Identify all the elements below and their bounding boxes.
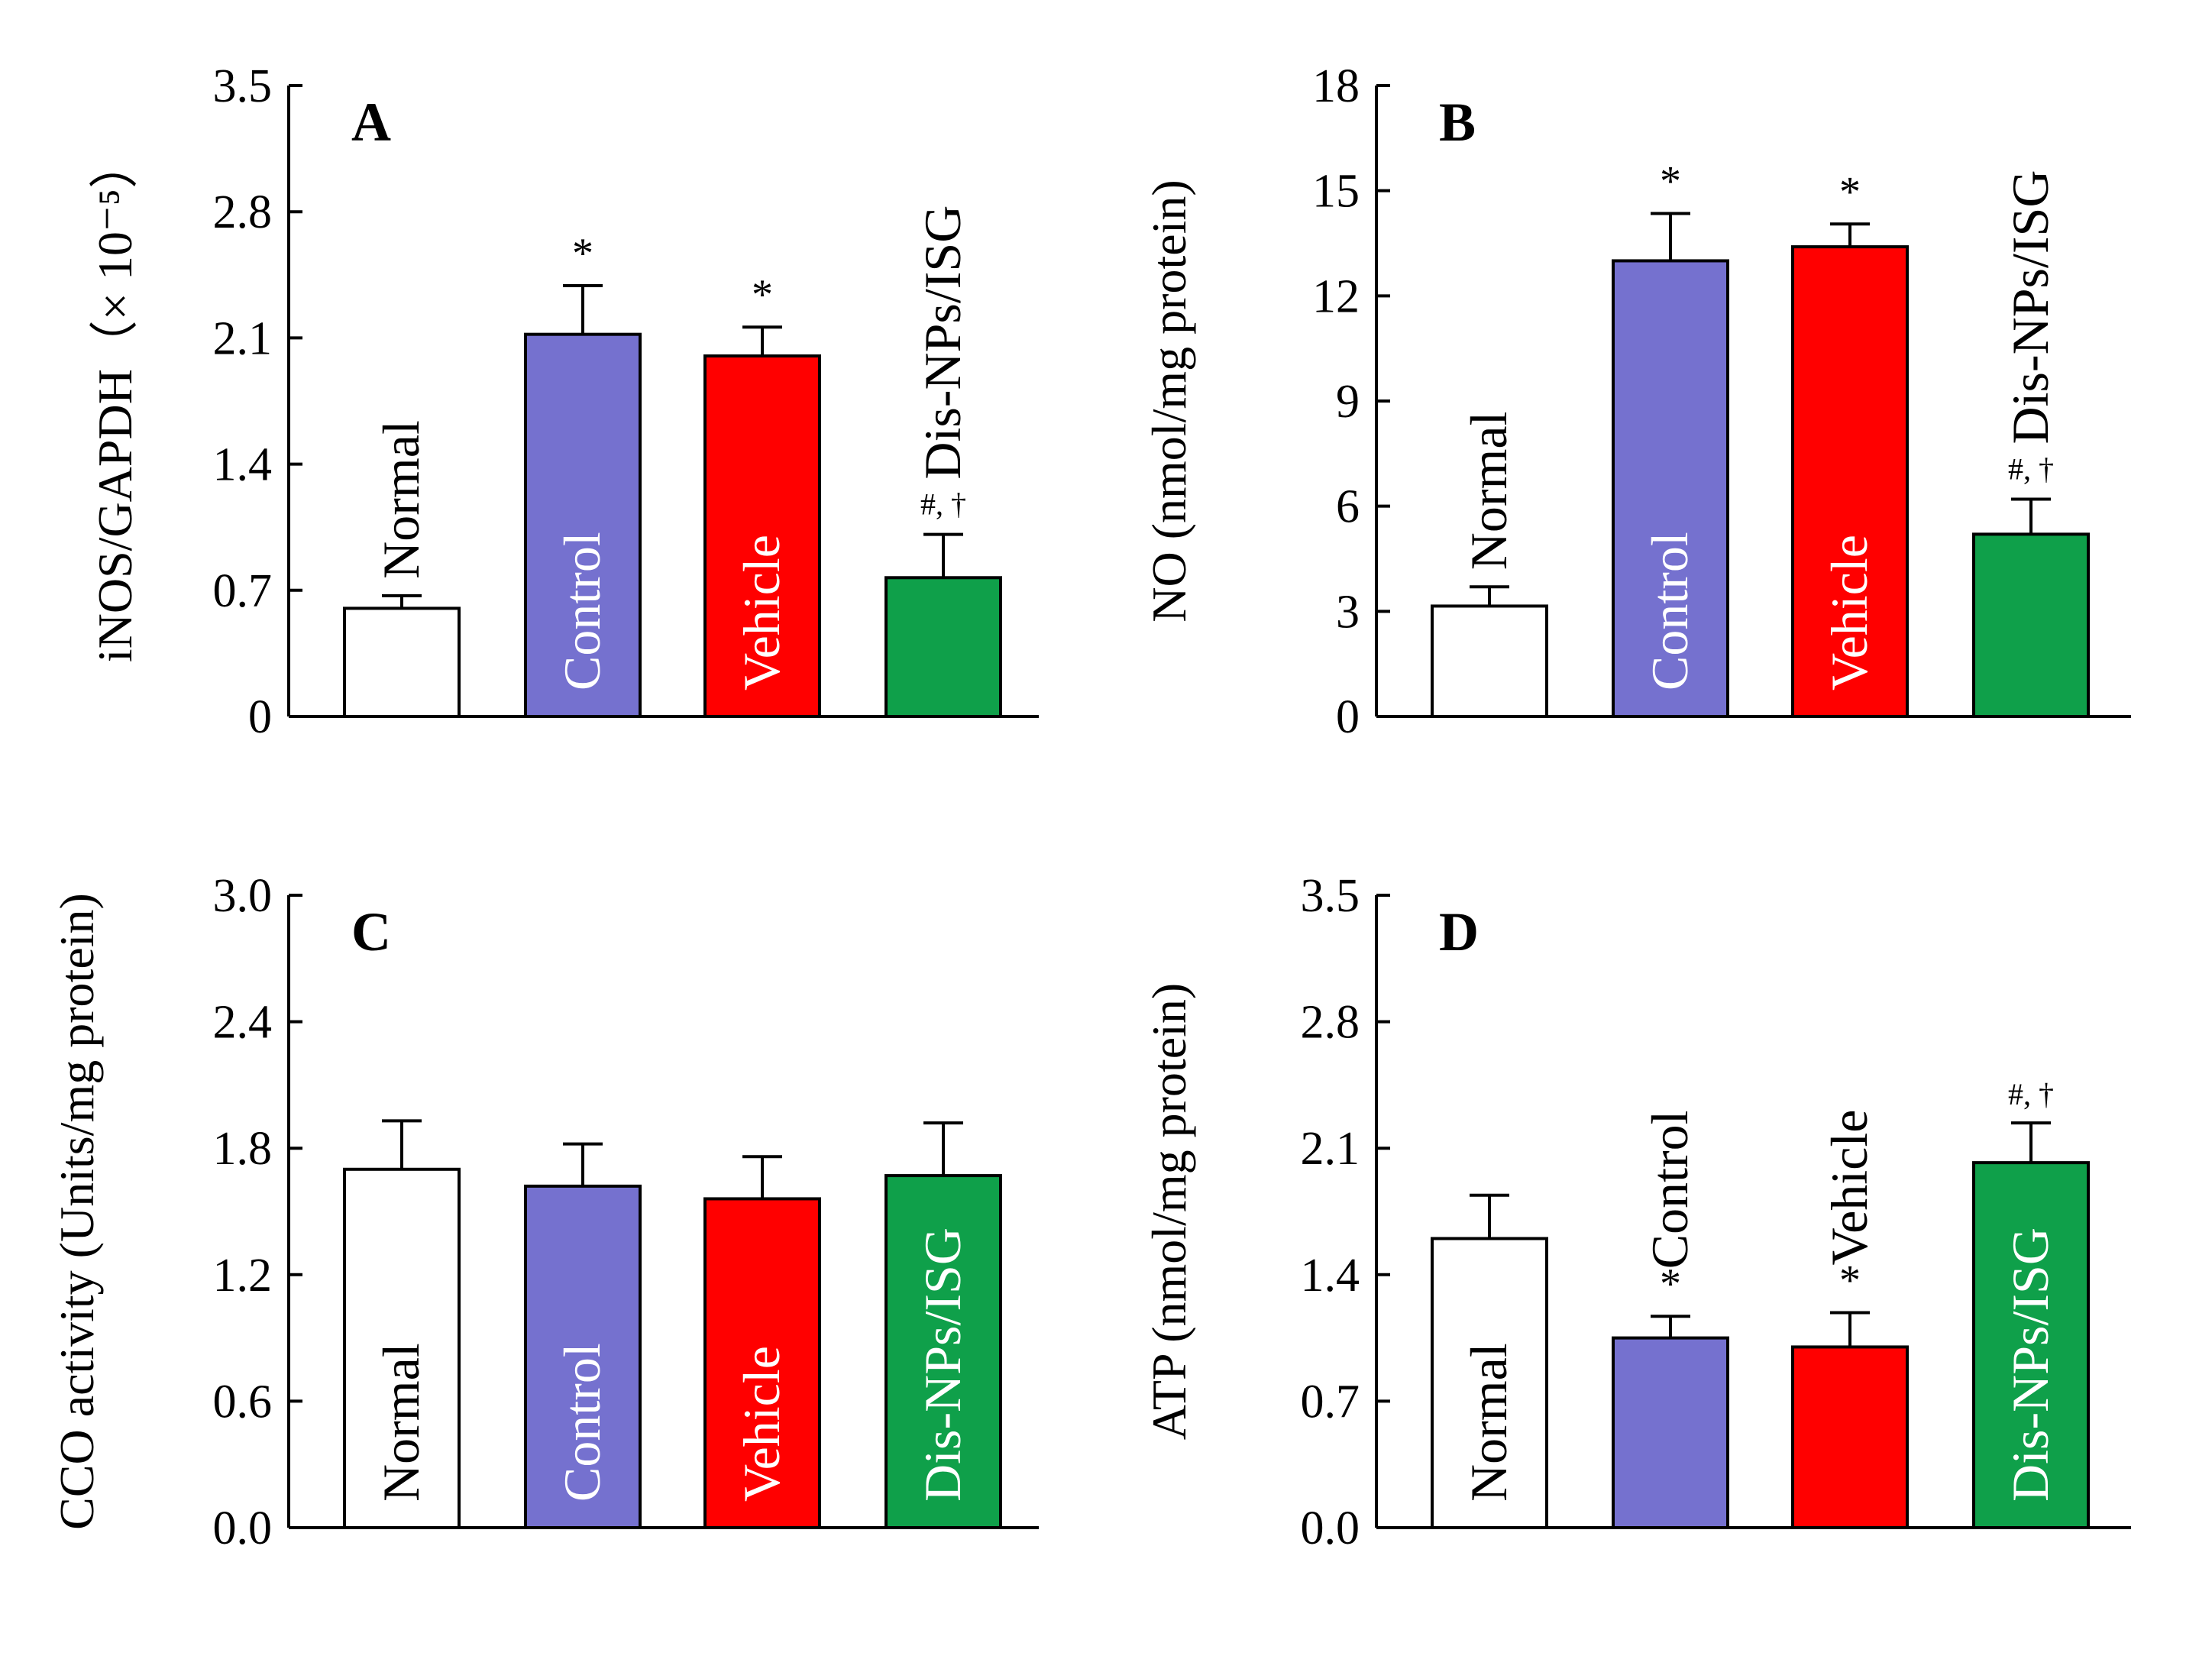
panel-b-bar (1791, 245, 1909, 719)
panel-c-y-tick-label: 1.8 (213, 1123, 273, 1175)
panel-a-bar (524, 332, 642, 718)
panel-a-y-tick-label: 0.7 (213, 565, 273, 617)
panel-a-significance-mark: * (752, 271, 773, 319)
panel-a-significance-mark: * (572, 230, 593, 277)
panel-d-bar-label: Dis-NPs/ISG (2001, 1227, 2059, 1502)
panel-d-y-tick-label: 0.0 (1301, 1502, 1360, 1554)
panel-c-y-tick-label: 0.6 (213, 1376, 273, 1428)
panel-c-bar-label: Vehicle (732, 1346, 791, 1502)
panel-c-y-tick-label: 1.2 (213, 1250, 273, 1302)
panel-b-bar (1612, 259, 1729, 718)
panel-c-y-axis-title: CCO activity (Units/mg protein) (50, 893, 104, 1530)
panel-c-bar-label: Normal (372, 1343, 430, 1502)
panel-a-y-tick-label: 2.8 (213, 186, 273, 238)
panel-b-bar (1431, 604, 1548, 719)
panel-a-bar-label: Vehicle (732, 535, 791, 691)
panel-c-y-tick-label: 2.4 (213, 997, 273, 1049)
panel-a-y-tick-label: 2.1 (213, 312, 273, 364)
panel-d-y-tick-label: 1.4 (1301, 1250, 1360, 1302)
panel-b-significance-mark: * (1839, 168, 1861, 215)
panel-a-bar-label: Control (553, 532, 611, 691)
panel-a-bar-label: Dis-NPs/ISG (914, 205, 972, 480)
panel-c-bar (524, 1184, 642, 1529)
panel-b-y-tick-label: 18 (1312, 60, 1360, 112)
panel-d-significance-mark: * (1660, 1260, 1681, 1308)
panel-a-y-tick-label: 0 (248, 691, 272, 743)
panel-c-bar (703, 1197, 821, 1529)
panel-a-bar (884, 576, 1002, 719)
panel-b-bar-label: Normal (1460, 411, 1518, 570)
panel-d-bar (1612, 1336, 1729, 1529)
panel-d-y-tick-label: 2.1 (1301, 1123, 1360, 1175)
panel-b-y-tick-label: 9 (1336, 376, 1360, 428)
panel-d-letter: D (1439, 901, 1479, 962)
panel-b-y-tick-label: 3 (1336, 586, 1360, 638)
panel-b-y-tick-label: 6 (1336, 481, 1360, 533)
panel-a-letter: A (351, 92, 391, 153)
panel-c-y-tick-label: 0.0 (213, 1502, 273, 1554)
panel-b-bar-label: Vehicle (1820, 535, 1878, 691)
panel-d-y-tick-label: 0.7 (1301, 1376, 1360, 1428)
panel-a-y-axis-title: iNOS/GAPDH（× 10⁻⁵） (88, 140, 142, 662)
panel-b-bar (1972, 532, 2090, 719)
panel-a-bar-label: Normal (372, 420, 430, 579)
panel-b-y-axis-title: NO (nmol/mg protein) (1142, 180, 1196, 622)
panel-a-bar (703, 354, 821, 718)
panel-b-letter: B (1439, 92, 1476, 153)
panel-a-bar (343, 606, 461, 719)
panel-d-bar-label: Normal (1460, 1343, 1518, 1502)
panel-d-bar-label: Control (1641, 1110, 1699, 1269)
panel-d-significance-mark: * (1839, 1257, 1861, 1304)
panel-d-bar-label: Vehicle (1820, 1110, 1878, 1266)
panel-d-significance-mark: #, † (2008, 1077, 2054, 1111)
panel-b-significance-mark: #, † (2008, 451, 2054, 486)
panel-b-y-tick-label: 15 (1312, 166, 1360, 218)
panel-b-y-tick-label: 12 (1312, 270, 1360, 322)
panel-c-y-tick-label: 3.0 (213, 870, 273, 922)
panel-d-y-tick-label: 2.8 (1301, 997, 1360, 1049)
panel-d-bar (1791, 1345, 1909, 1530)
panel-a-y-tick-label: 3.5 (213, 60, 273, 112)
panel-c-bar (343, 1167, 461, 1530)
panel-b-bar-label: Dis-NPs/ISG (2001, 170, 2059, 445)
panel-c-bar-label: Dis-NPs/ISG (914, 1227, 972, 1502)
panel-b-bar-label: Control (1641, 532, 1699, 691)
panel-c-bar-label: Control (553, 1343, 611, 1502)
panel-d-y-axis-title: ATP (nmol/mg protein) (1142, 983, 1196, 1440)
panel-d-bar (1972, 1161, 2090, 1530)
panel-d-y-tick-label: 3.5 (1301, 870, 1360, 922)
panel-d-bar (1431, 1237, 1548, 1529)
panel-a-significance-mark: #, † (920, 487, 966, 522)
panel-b-y-tick-label: 0 (1336, 691, 1360, 743)
panel-a-y-tick-label: 1.4 (213, 439, 273, 491)
panel-c-letter: C (351, 901, 391, 962)
panel-b-significance-mark: * (1660, 157, 1681, 205)
